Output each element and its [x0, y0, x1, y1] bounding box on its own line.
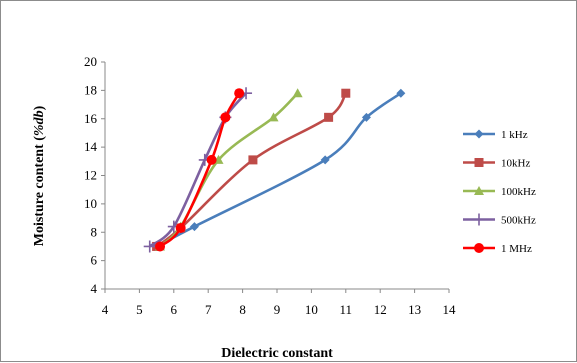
- data-point: [189, 222, 199, 232]
- data-point: [206, 154, 217, 165]
- legend-label: 10kHz: [501, 158, 530, 170]
- y-tick-label: 6: [91, 253, 98, 268]
- data-point: [268, 112, 279, 122]
- data-point: [175, 222, 186, 233]
- x-tick-label: 11: [340, 302, 353, 317]
- y-tick-label: 20: [84, 54, 97, 69]
- x-tick-label: 12: [374, 302, 387, 317]
- series-4: [143, 87, 253, 253]
- data-point: [292, 88, 303, 98]
- legend-label: 1 kHz: [501, 129, 528, 141]
- x-tick-label: 9: [274, 302, 281, 317]
- y-tick-label: 8: [91, 224, 98, 239]
- series-layer: [143, 87, 406, 253]
- series-line: [155, 92, 402, 248]
- legend-marker: [473, 213, 485, 226]
- legend-marker: [474, 129, 484, 139]
- y-tick-label: 12: [84, 168, 97, 183]
- y-tick-label: 16: [84, 111, 98, 126]
- legend: 1 kHz 10kHz 100kHz 500kHz 1 MHz: [463, 129, 536, 255]
- x-tick-label: 6: [171, 302, 178, 317]
- legend-label: 100kHz: [501, 186, 536, 198]
- legend-marker: [474, 158, 484, 167]
- x-tick-label: 7: [205, 302, 212, 317]
- data-point: [341, 88, 351, 98]
- x-tick-label: 4: [102, 302, 109, 317]
- legend-label: 500kHz: [501, 215, 536, 227]
- x-tick-label: 14: [443, 302, 457, 317]
- data-point: [234, 88, 245, 99]
- y-tick-label: 10: [84, 196, 97, 211]
- x-tick-label: 13: [408, 302, 421, 317]
- y-axis-title: Moisture content (%db): [32, 105, 47, 246]
- data-point: [324, 112, 334, 122]
- axes: 4 6 8 10 12 14 16 18 20 4 5 6 7 8 9 10 11 12 13 14: [84, 54, 456, 317]
- legend-marker: [474, 243, 484, 253]
- y-tick-label: 18: [84, 82, 97, 97]
- data-point: [143, 240, 156, 253]
- x-tick-label: 5: [136, 302, 143, 317]
- legend-marker: [474, 186, 484, 195]
- series-line: [155, 92, 347, 248]
- data-point: [220, 112, 231, 123]
- series-5: [155, 88, 245, 252]
- x-tick-label: 8: [239, 302, 246, 317]
- data-point: [248, 155, 258, 165]
- data-point: [320, 155, 330, 165]
- x-axis-title: Dielectric constant: [221, 346, 333, 361]
- y-tick-label: 4: [91, 281, 98, 296]
- data-point: [155, 241, 166, 252]
- x-tick-label: 10: [305, 302, 318, 317]
- legend-label: 1 MHz: [501, 243, 532, 255]
- data-point: [396, 88, 406, 98]
- data-point: [361, 112, 371, 122]
- y-tick-label: 14: [84, 139, 98, 154]
